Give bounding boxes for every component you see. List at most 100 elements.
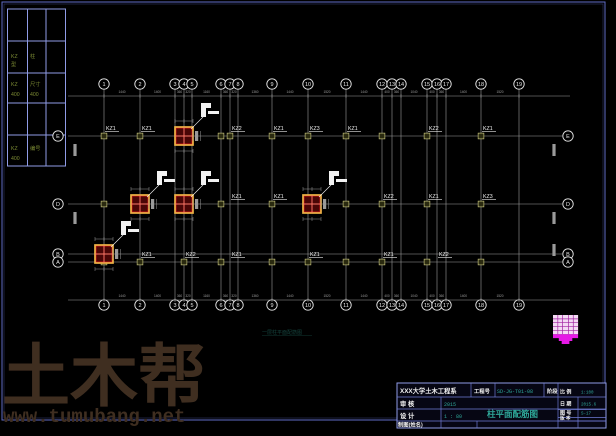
svg-text:400: 400 bbox=[429, 90, 435, 94]
svg-text:1400: 1400 bbox=[460, 90, 467, 94]
svg-text:1400: 1400 bbox=[154, 294, 161, 298]
svg-text:1040: 1040 bbox=[410, 294, 417, 298]
svg-text:KZ1: KZ1 bbox=[429, 194, 439, 200]
svg-text:设 计: 设 计 bbox=[400, 411, 415, 420]
svg-text:400: 400 bbox=[30, 92, 39, 98]
svg-text:11: 11 bbox=[343, 82, 349, 88]
svg-text:320: 320 bbox=[185, 90, 191, 94]
svg-text:KZ2: KZ2 bbox=[384, 194, 394, 200]
svg-text:320: 320 bbox=[231, 294, 237, 298]
svg-text:2015.6: 2015.6 bbox=[581, 404, 597, 408]
svg-text:13: 13 bbox=[389, 82, 395, 88]
svg-text:1440: 1440 bbox=[118, 294, 125, 298]
svg-text:1440: 1440 bbox=[286, 294, 293, 298]
svg-text:13: 13 bbox=[389, 303, 395, 309]
svg-text:400: 400 bbox=[11, 156, 20, 162]
svg-text:15: 15 bbox=[424, 303, 430, 309]
svg-text:4: 4 bbox=[182, 303, 185, 309]
svg-text:15: 15 bbox=[424, 82, 430, 88]
svg-text:17: 17 bbox=[443, 82, 449, 88]
svg-text:9: 9 bbox=[270, 303, 273, 309]
svg-text:KZ: KZ bbox=[11, 146, 18, 152]
svg-text:1440: 1440 bbox=[118, 90, 125, 94]
svg-text:2015: 2015 bbox=[444, 402, 456, 408]
svg-text:D: D bbox=[56, 202, 60, 208]
svg-text:18: 18 bbox=[478, 303, 484, 309]
svg-text:1520: 1520 bbox=[496, 90, 503, 94]
svg-text:KZ3: KZ3 bbox=[483, 194, 493, 200]
svg-text:17: 17 bbox=[443, 303, 449, 309]
svg-text:1440: 1440 bbox=[360, 90, 367, 94]
svg-text:1: 1 bbox=[102, 82, 105, 88]
svg-text:9: 9 bbox=[270, 82, 273, 88]
svg-text:360: 360 bbox=[177, 294, 183, 298]
svg-text:360: 360 bbox=[439, 294, 445, 298]
svg-text:6: 6 bbox=[219, 82, 222, 88]
svg-text:14: 14 bbox=[398, 303, 404, 309]
svg-text:KZ1: KZ1 bbox=[142, 252, 152, 258]
svg-text:320: 320 bbox=[185, 294, 191, 298]
svg-text:1440: 1440 bbox=[360, 294, 367, 298]
svg-text:比 例: 比 例 bbox=[560, 389, 571, 396]
svg-text:4: 4 bbox=[182, 82, 185, 88]
svg-text:KZ2: KZ2 bbox=[439, 252, 449, 258]
svg-text:尺寸: 尺寸 bbox=[30, 80, 40, 88]
svg-text:KZ2: KZ2 bbox=[429, 126, 439, 132]
svg-text:12: 12 bbox=[379, 82, 385, 88]
svg-text:360: 360 bbox=[223, 294, 229, 298]
svg-text:7: 7 bbox=[228, 303, 231, 309]
svg-text:www.tumubang.net: www.tumubang.net bbox=[3, 406, 185, 428]
svg-text:KZ1: KZ1 bbox=[348, 126, 358, 132]
svg-text:1160: 1160 bbox=[203, 90, 210, 94]
svg-text:KZ1: KZ1 bbox=[142, 126, 152, 132]
svg-text:1360: 1360 bbox=[251, 294, 258, 298]
svg-text:2: 2 bbox=[138, 82, 141, 88]
svg-text:19: 19 bbox=[516, 303, 522, 309]
svg-text:1400: 1400 bbox=[154, 90, 161, 94]
svg-text:360: 360 bbox=[223, 90, 229, 94]
svg-text:型: 型 bbox=[11, 60, 16, 68]
svg-text:KZ1: KZ1 bbox=[106, 126, 116, 132]
svg-text:版 本: 版 本 bbox=[560, 415, 571, 422]
svg-text:400: 400 bbox=[384, 294, 390, 298]
svg-text:320: 320 bbox=[231, 90, 237, 94]
svg-text:16: 16 bbox=[434, 82, 440, 88]
svg-text:6: 6 bbox=[219, 303, 222, 309]
svg-text:3: 3 bbox=[173, 82, 176, 88]
svg-text:一层柱平面配筋图: 一层柱平面配筋图 bbox=[262, 329, 302, 336]
svg-text:8: 8 bbox=[236, 303, 239, 309]
svg-text:KZ1: KZ1 bbox=[274, 126, 284, 132]
svg-text:1400: 1400 bbox=[460, 294, 467, 298]
svg-text:1:100: 1:100 bbox=[581, 392, 594, 396]
svg-text:制图(姓名): 制图(姓名) bbox=[398, 421, 423, 429]
svg-text:1: 1 bbox=[102, 303, 105, 309]
svg-text:10: 10 bbox=[305, 303, 311, 309]
svg-text:8: 8 bbox=[236, 82, 239, 88]
svg-text:14: 14 bbox=[398, 82, 404, 88]
svg-text:A: A bbox=[56, 260, 60, 266]
svg-text:1440: 1440 bbox=[286, 90, 293, 94]
svg-text:360: 360 bbox=[394, 90, 400, 94]
svg-text:工程号: 工程号 bbox=[474, 387, 491, 395]
svg-text:1040: 1040 bbox=[410, 90, 417, 94]
svg-text:1520: 1520 bbox=[323, 294, 330, 298]
svg-text:1520: 1520 bbox=[496, 294, 503, 298]
svg-text:土木帮: 土木帮 bbox=[2, 339, 206, 415]
svg-text:KZ1: KZ1 bbox=[384, 252, 394, 258]
svg-text:11: 11 bbox=[343, 303, 349, 309]
svg-text:KZ: KZ bbox=[11, 54, 18, 60]
svg-text:阶段: 阶段 bbox=[547, 387, 558, 395]
svg-text:12: 12 bbox=[379, 303, 385, 309]
svg-text:KZ2: KZ2 bbox=[232, 126, 242, 132]
svg-text:19: 19 bbox=[516, 82, 522, 88]
svg-text:A: A bbox=[566, 260, 570, 266]
svg-text:KZ: KZ bbox=[11, 82, 18, 88]
svg-text:KZ1: KZ1 bbox=[232, 252, 242, 258]
svg-text:D: D bbox=[566, 202, 570, 208]
svg-text:S-17: S-17 bbox=[581, 413, 592, 417]
svg-text:KZ1: KZ1 bbox=[232, 194, 242, 200]
svg-text:5: 5 bbox=[190, 82, 193, 88]
svg-text:编号: 编号 bbox=[30, 144, 40, 152]
svg-text:KZ3: KZ3 bbox=[310, 126, 320, 132]
svg-text:18: 18 bbox=[478, 82, 484, 88]
